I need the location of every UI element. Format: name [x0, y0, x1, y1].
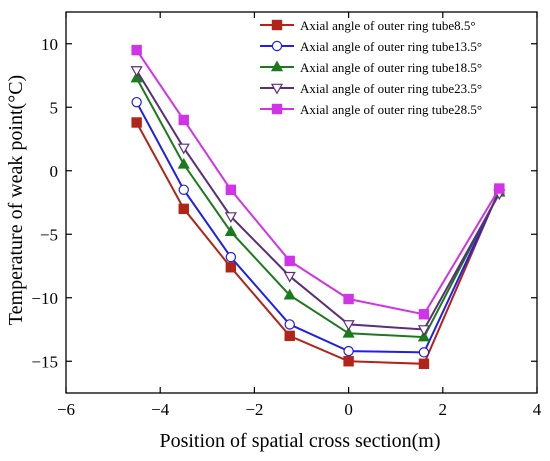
data-point [418, 358, 430, 369]
y-tick-label: 0 [50, 162, 59, 181]
data-point [225, 251, 237, 263]
data-point [177, 143, 190, 155]
x-tick-label: 2 [439, 400, 448, 419]
x-tick-label: −2 [245, 400, 263, 419]
data-point [130, 66, 143, 77]
data-point [131, 117, 142, 128]
legend-label: Axial angle of outer ring tube23.5° [300, 81, 482, 96]
data-point [178, 184, 189, 195]
data-point [225, 184, 237, 195]
data-point [418, 309, 430, 320]
data-point [283, 271, 296, 283]
legend-item: Axial angle of outer ring tube28.5° [260, 102, 482, 117]
x-tick-label: 4 [533, 400, 542, 419]
data-point [271, 40, 283, 52]
legend-label: Axial angle of outer ring tube13.5° [300, 39, 482, 54]
data-point [417, 325, 431, 337]
data-point [270, 60, 284, 72]
legend-label: Axial angle of outer ring tube18.5° [300, 60, 482, 75]
data-point [284, 255, 295, 267]
x-tick-label: 0 [344, 400, 353, 419]
x-axis-title: Position of spatial cross section(m) [159, 430, 440, 452]
data-point [343, 293, 354, 305]
y-tick-label: 10 [41, 35, 58, 54]
data-point [131, 96, 142, 108]
data-point [343, 345, 354, 357]
data-point [224, 225, 237, 236]
legend-label: Axial angle of outer ring tube28.5° [300, 102, 482, 117]
y-tick-label: −5 [40, 225, 58, 244]
x-tick-label: −6 [57, 400, 75, 419]
data-point [342, 320, 355, 331]
data-point [178, 114, 189, 126]
data-point [418, 347, 430, 358]
series [131, 44, 505, 320]
x-tick-label: −4 [151, 400, 170, 419]
data-point [417, 330, 431, 342]
data-point [271, 103, 283, 115]
data-point [270, 83, 284, 95]
data-point [284, 319, 295, 330]
series [131, 96, 505, 358]
data-point [177, 157, 190, 169]
data-point [178, 203, 189, 215]
data-point [494, 183, 505, 194]
legend-item: Axial angle of outer ring tube23.5° [260, 81, 482, 96]
plot-frame [65, 11, 538, 394]
data-point [130, 71, 143, 83]
data-point [342, 326, 355, 338]
legend: Axial angle of outer ring tube8.5° Axial … [260, 18, 482, 117]
legend-item: Axial angle of outer ring tube8.5° [260, 18, 476, 33]
data-point [343, 356, 354, 367]
legend-item: Axial angle of outer ring tube13.5° [260, 39, 482, 54]
data-point [131, 44, 142, 56]
legend-item: Axial angle of outer ring tube18.5° [260, 60, 482, 75]
data-point [224, 212, 237, 223]
y-tick-label: −10 [31, 289, 58, 308]
legend-label: Axial angle of outer ring tube8.5° [300, 18, 476, 33]
y-axis-title: Temperature of weak point(°C) [5, 75, 27, 325]
data-point [271, 19, 283, 31]
y-tick-label: −15 [31, 352, 58, 371]
axes: −6 −4 −2 0 2 4 −15 −10 −5 0 5 10 [31, 11, 542, 419]
data-point [225, 262, 237, 273]
y-tick-label: 5 [50, 98, 59, 117]
data-point [283, 288, 296, 300]
data-point [284, 330, 295, 342]
series [130, 66, 506, 337]
series-lines [130, 44, 506, 369]
